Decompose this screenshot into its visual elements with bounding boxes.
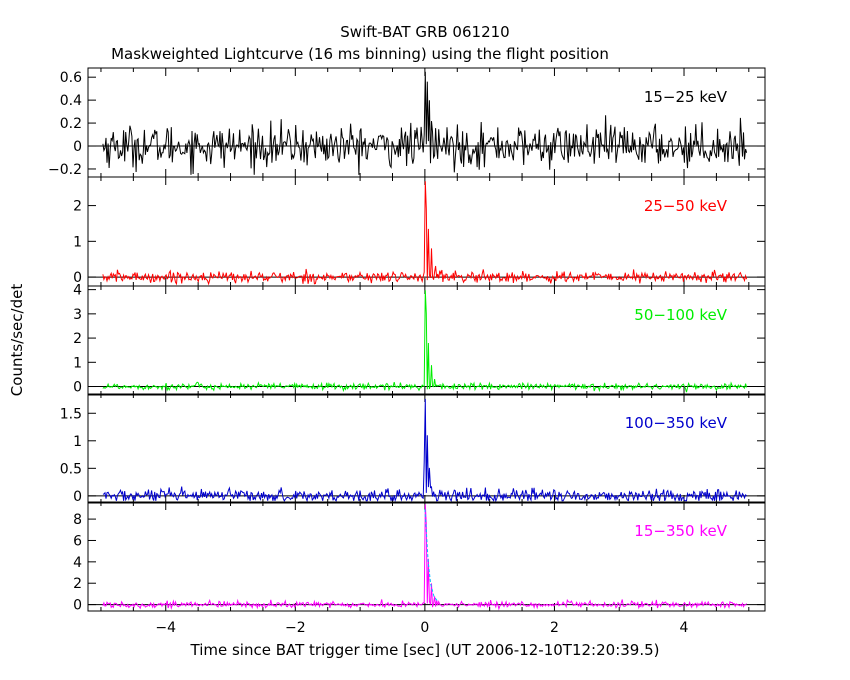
x-tick-label: −2	[285, 620, 306, 636]
y-tick-label: 0	[73, 598, 82, 614]
band-label: 15−350 keV	[634, 522, 727, 540]
band-label: 50−100 keV	[634, 306, 727, 324]
band-label: 25−50 keV	[644, 197, 728, 215]
y-tick-label: 2	[73, 576, 82, 592]
chart-title: Swift-BAT GRB 061210	[340, 23, 509, 41]
panel-4: 0 0.5 1 1.5 100−350 keV	[60, 393, 766, 505]
y-tick-label: 0.6	[60, 70, 82, 86]
panel-1: −0.2 0 0.2 0.4 0.6 15−25 keV	[48, 67, 766, 178]
y-tick-label: 1	[73, 355, 82, 371]
y-tick-label: 0	[73, 489, 82, 505]
y-tick-label: 1.5	[60, 406, 82, 422]
y-tick-label: 0.2	[60, 116, 82, 132]
band-label: 15−25 keV	[644, 88, 728, 106]
y-tick-label: 4	[73, 555, 82, 571]
y-tick-label: 1	[73, 234, 82, 250]
x-tick-label: 4	[680, 620, 689, 636]
series-line	[102, 290, 748, 393]
panel-frame	[87, 501, 766, 612]
x-tick-label: 0	[420, 620, 429, 636]
y-tick-label: 0.5	[60, 461, 82, 477]
y-tick-label: 0	[73, 270, 82, 286]
x-axis-label: Time since BAT trigger time [sec] (UT 20…	[190, 641, 660, 659]
y-tick-label: 2	[73, 199, 82, 215]
panel-frame	[87, 393, 766, 504]
panels-group: −0.2 0 0.2 0.4 0.6 15−25 keV 0 1 2 25−50 keV 0 1 2 3 4…	[48, 67, 766, 614]
series-line	[102, 71, 748, 175]
y-axis-label: Counts/sec/det	[8, 284, 26, 397]
panel-2: 0 1 2 25−50 keV	[73, 176, 766, 287]
y-tick-label: 3	[73, 307, 82, 323]
series-line	[102, 398, 747, 503]
y-tick-label: 4	[73, 283, 82, 299]
y-tick-label: 2	[73, 331, 82, 347]
x-tick-label: 2	[550, 620, 559, 636]
y-tick-label: 0	[73, 380, 82, 396]
series-fit-line	[424, 509, 439, 602]
x-tick-labels: −4 −2 0 2 4	[155, 620, 688, 636]
y-tick-label: −0.2	[48, 162, 82, 178]
series-line	[102, 504, 748, 611]
x-tick-label: −4	[155, 620, 176, 636]
y-tick-label: 0.4	[60, 93, 82, 109]
chart-subtitle: Maskweighted Lightcurve (16 ms binning) …	[111, 45, 609, 63]
y-tick-label: 0	[73, 139, 82, 155]
y-tick-label: 6	[73, 533, 82, 549]
panel-3: 0 1 2 3 4 50−100 keV	[73, 283, 766, 396]
y-tick-label: 1	[73, 434, 82, 450]
band-label: 100−350 keV	[625, 414, 728, 432]
panel-5: 0 2 4 6 8 15−350 keV	[73, 501, 766, 614]
y-tick-label: 8	[73, 512, 82, 528]
series-line	[102, 181, 748, 286]
panel-frame	[87, 285, 766, 396]
